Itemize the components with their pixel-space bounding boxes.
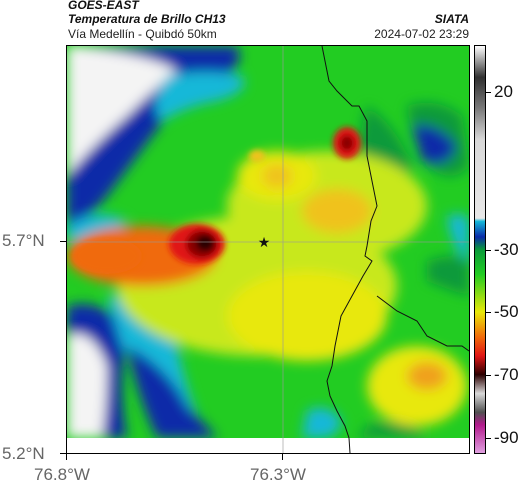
colorbar-tick [486,312,491,313]
agency-label: SIATA [434,12,469,26]
colorbar-tick-label: 20 [494,82,513,101]
colorbar-tick [486,250,491,251]
gridlines [67,46,469,453]
lat-tick-label: 5.2°N [2,444,45,463]
colorbar-tick [486,438,491,439]
satellite-title: GOES-EAST [68,0,139,12]
colorbar-tick-label: -70 [494,365,519,384]
lat-tick-label: 5.7°N [2,231,45,250]
colorbar [474,45,486,454]
colorbar-tick [486,375,491,376]
border-line [321,46,378,453]
brightness-temperature-map: ★ [66,45,470,454]
lon-tick-label: 76.3°W [250,465,306,484]
product-title: Temperatura de Brillo CH13 [68,12,226,26]
lon-tick-label: 76.8°W [34,465,90,484]
colorbar-tick-label: -50 [494,302,519,321]
colorbar-tick-label: -90 [494,428,519,447]
border-line-branch [376,295,469,352]
timestamp: 2024-07-02 23:29 [374,27,469,41]
colorbar-tick [486,92,491,93]
colorbar-tick-label: -30 [494,240,519,259]
region-subtitle: Vía Medellín - Quibdó 50km [68,27,217,41]
cloud-field [67,46,469,453]
star-icon: ★ [258,235,271,251]
